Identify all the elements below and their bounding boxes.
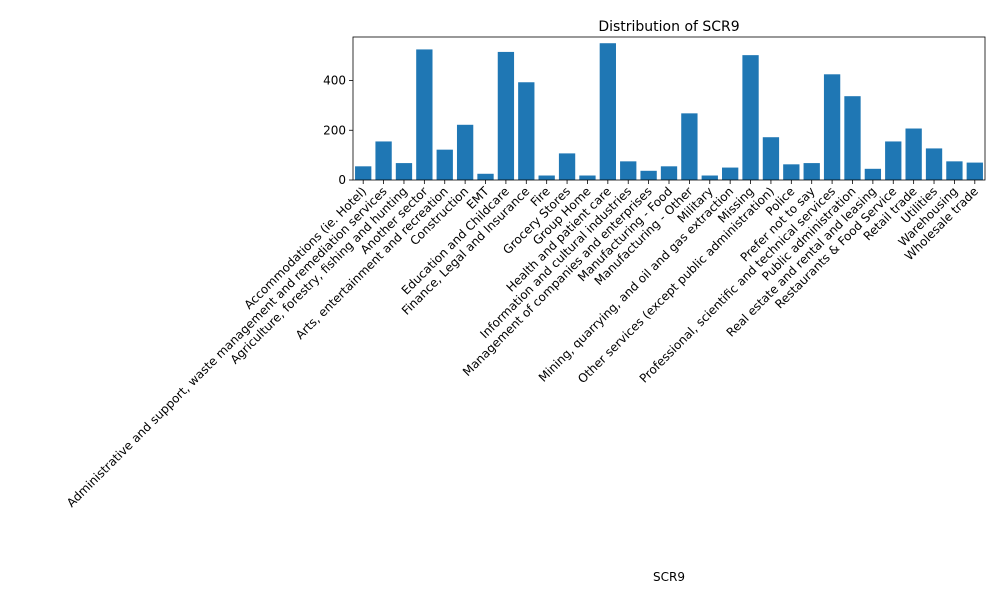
bar-22 — [803, 163, 820, 180]
bar-14 — [640, 170, 657, 180]
bar-13 — [620, 161, 637, 180]
bar-2 — [395, 163, 413, 180]
bar-6 — [477, 173, 494, 180]
bar-1 — [375, 141, 392, 180]
bar-19 — [742, 55, 759, 180]
bar-12 — [599, 43, 616, 180]
bar-10 — [558, 153, 576, 180]
bar-16 — [681, 113, 698, 180]
y-tick-label: 200 — [323, 123, 346, 137]
bar-27 — [905, 128, 922, 180]
bar-24 — [844, 96, 861, 180]
bar-17 — [701, 175, 718, 180]
bar-5 — [456, 124, 474, 180]
bar-26 — [885, 141, 902, 180]
bar-30 — [966, 162, 983, 180]
x-axis-label: SCR9 — [653, 570, 685, 584]
bar-21 — [783, 164, 800, 180]
bars-layer — [355, 43, 983, 181]
plot-frame — [352, 36, 986, 181]
bar-18 — [722, 167, 739, 180]
y-tick-label: 400 — [323, 74, 346, 88]
bar-3 — [416, 49, 433, 181]
bar-28 — [925, 148, 943, 180]
bar-15 — [660, 166, 678, 180]
bar-25 — [864, 168, 882, 180]
x-tick-label: Agriculture, forestry, fishing and hunti… — [228, 184, 411, 367]
bar-4 — [436, 149, 453, 180]
bar-9 — [538, 175, 555, 180]
bar-29 — [946, 161, 963, 180]
bar-20 — [762, 137, 780, 180]
bar-11 — [579, 175, 596, 180]
y-axis: 0 200 400 — [323, 74, 353, 187]
x-axis: Accommodations (ie. Hotel)Administrative… — [64, 180, 981, 510]
chart-title: Distribution of SCR9 — [598, 19, 739, 35]
bar-23 — [823, 74, 841, 180]
bar-7 — [497, 51, 515, 180]
bar-8 — [518, 82, 535, 180]
bar-0 — [355, 166, 372, 180]
y-tick-label: 0 — [338, 173, 346, 187]
x-tick-label: Administrative and support, waste manage… — [64, 184, 390, 510]
